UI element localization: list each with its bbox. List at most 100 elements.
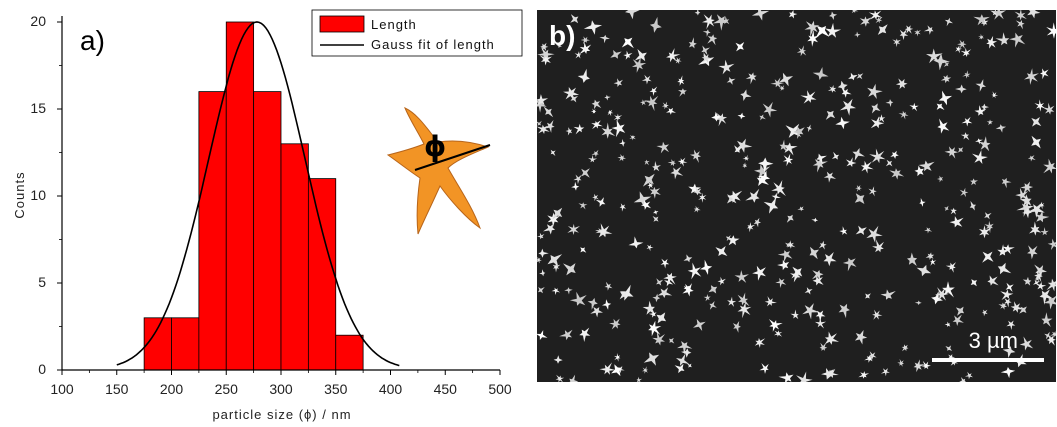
nanoparticle <box>1039 289 1054 305</box>
nanoparticle <box>1016 201 1034 217</box>
nanoparticle <box>787 240 796 249</box>
nanoparticle <box>964 371 973 380</box>
nanoparticle <box>796 45 807 57</box>
nanoparticle <box>758 157 774 173</box>
gauss-fit-curve <box>116 21 400 367</box>
nanoparticle <box>938 90 953 106</box>
nanoparticle <box>1019 306 1027 314</box>
histogram-bar <box>335 334 364 371</box>
nanoparticle <box>648 320 662 337</box>
nanoparticle <box>722 15 730 25</box>
nanoparticle <box>539 269 546 277</box>
nanoparticle <box>1004 298 1012 308</box>
nanoparticle <box>775 277 787 288</box>
nanoparticle <box>652 331 665 346</box>
nanoparticle <box>537 256 542 264</box>
nanoparticle <box>918 160 935 172</box>
nanoparticle <box>1034 264 1047 278</box>
nanoparticle <box>909 102 919 112</box>
nanoparticle <box>652 293 661 303</box>
nanoparticle <box>591 99 602 110</box>
nanoparticle <box>681 348 692 358</box>
nanoparticle <box>709 301 717 310</box>
nanoparticle <box>1027 245 1038 260</box>
nanoparticle <box>865 293 871 299</box>
nanoparticle <box>972 150 988 164</box>
nanoparticle <box>715 246 728 256</box>
nanoparticle <box>1031 135 1041 149</box>
nanoparticle <box>616 365 625 374</box>
nanoparticle <box>579 42 592 55</box>
nanoparticle <box>614 353 621 362</box>
nanoparticle <box>962 70 971 79</box>
nanoparticle <box>756 175 769 186</box>
nanoparticle <box>991 10 1007 20</box>
nanoparticle <box>1022 276 1032 286</box>
nanoparticle <box>955 45 962 54</box>
nanoparticle <box>943 61 949 67</box>
nanoparticle <box>868 186 877 197</box>
nanoparticle <box>595 223 613 238</box>
nanoparticle <box>735 42 745 52</box>
nanoparticle <box>793 125 805 139</box>
nanoparticle <box>952 314 964 326</box>
nanoparticle <box>552 207 563 220</box>
nanoparticle <box>579 327 591 342</box>
nanoparticle <box>782 153 794 167</box>
nanoparticle <box>643 352 660 366</box>
nanoparticle <box>995 32 1010 46</box>
nanoparticle <box>854 330 868 345</box>
nanoparticle <box>620 284 634 301</box>
nanoparticle <box>978 33 985 40</box>
nanoparticle <box>975 138 983 145</box>
nanoparticle <box>634 49 647 62</box>
nanoparticle <box>771 180 786 197</box>
nanoparticle <box>936 103 945 110</box>
nanoparticle <box>740 89 752 101</box>
nanoparticle <box>613 113 623 122</box>
nanoparticle <box>869 148 886 164</box>
nanoparticle <box>1040 227 1049 236</box>
nanoparticle <box>855 185 862 192</box>
nanoparticle <box>565 127 573 136</box>
nanoparticle <box>991 91 999 99</box>
nanoparticle <box>937 118 950 134</box>
nanoparticle <box>547 254 563 266</box>
nanoparticle <box>592 193 599 202</box>
nanoparticle <box>774 330 783 337</box>
nanoparticle <box>648 311 657 318</box>
nanoparticle <box>641 200 652 210</box>
nanoparticle <box>779 72 794 87</box>
nanoparticle <box>670 166 684 180</box>
nanoparticle <box>569 374 579 382</box>
nanoparticle <box>807 29 820 47</box>
nanoparticle <box>763 197 779 214</box>
nanoparticle <box>950 207 957 215</box>
nanoparticle <box>1043 295 1056 310</box>
nanoparticle <box>866 225 883 243</box>
nanoparticle <box>613 78 623 87</box>
nanoparticle <box>623 50 633 60</box>
nanoparticle <box>831 151 840 160</box>
nanoparticle <box>1020 194 1032 206</box>
nanoparticle <box>811 217 818 223</box>
nanoparticle <box>759 114 766 121</box>
nanoparticle <box>669 337 675 344</box>
nanoparticle <box>581 168 590 178</box>
nanoparticle <box>610 50 622 59</box>
nanoparticle <box>800 90 817 104</box>
y-tick-label: 5 <box>38 274 46 290</box>
nanoparticle <box>537 120 542 126</box>
y-tick-label: 15 <box>30 100 46 116</box>
nanoparticle <box>815 310 826 322</box>
nanoparticle <box>878 114 886 123</box>
nanoparticle <box>687 262 702 280</box>
nanoparticle <box>880 368 890 377</box>
nanoparticle <box>959 187 969 198</box>
nanoparticle <box>653 210 659 215</box>
nanoparticle <box>904 25 914 34</box>
nanoparticle <box>661 101 669 110</box>
nanoparticle <box>824 331 839 345</box>
nanoparticle <box>919 198 926 207</box>
nanoparticle <box>726 235 732 241</box>
